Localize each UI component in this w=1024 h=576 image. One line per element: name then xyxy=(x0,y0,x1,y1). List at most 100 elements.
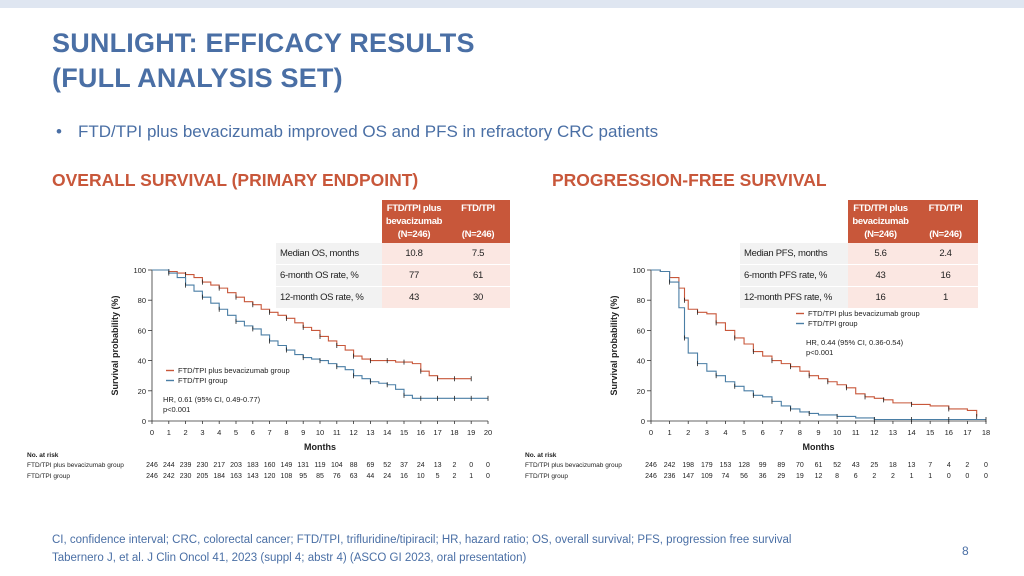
pfs-at-risk-value: 0 xyxy=(947,473,951,480)
pfs-x-tick-label: 8 xyxy=(798,428,802,437)
pfs-y-axis-label: Survival probability (%) xyxy=(609,295,619,395)
os-at-risk-value: 1 xyxy=(469,473,473,480)
os-at-risk-value: 0 xyxy=(486,462,490,469)
os-at-risk-value: 230 xyxy=(197,462,209,469)
os-at-risk-value: 24 xyxy=(383,473,391,480)
os-at-risk-header: No. at risk xyxy=(27,452,59,459)
os-x-tick-label: 3 xyxy=(200,428,204,437)
os-at-risk-value: 37 xyxy=(400,462,408,469)
os-col-mono: FTD/TPI (N=246) xyxy=(446,200,510,243)
os-at-risk-value: 0 xyxy=(469,462,473,469)
os-section-title: OVERALL SURVIVAL (PRIMARY ENDPOINT) xyxy=(52,170,419,190)
pfs-at-risk-value: 109 xyxy=(701,473,713,480)
os-at-risk-value: 95 xyxy=(299,473,307,480)
pfs-at-risk-value: 0 xyxy=(984,473,988,480)
pfs-at-risk-value: 29 xyxy=(777,473,785,480)
os-x-tick-label: 18 xyxy=(450,428,458,437)
os-y-tick-label: 40 xyxy=(138,357,146,366)
os-x-tick-label: 8 xyxy=(284,428,288,437)
pfs-at-risk-value: 89 xyxy=(777,462,785,469)
os-y-tick-label: 60 xyxy=(138,326,146,335)
os-y-tick-label: 100 xyxy=(133,266,146,275)
os-at-risk-value: 10 xyxy=(417,473,425,480)
pfs-at-risk-value: 0 xyxy=(965,473,969,480)
pfs-x-tick-label: 9 xyxy=(816,428,820,437)
os-x-tick-label: 2 xyxy=(184,428,188,437)
os-at-risk-value: 63 xyxy=(350,473,358,480)
pfs-at-risk-label: FTD/TPI plus bevacizumab group xyxy=(525,462,622,469)
os-x-axis-label: Months xyxy=(304,442,336,452)
pfs-x-tick-label: 15 xyxy=(926,428,934,437)
os-y-tick-label: 0 xyxy=(142,417,146,426)
pfs-x-tick-label: 7 xyxy=(779,428,783,437)
pfs-at-risk-value: 4 xyxy=(947,462,951,469)
page-number: 8 xyxy=(962,544,969,558)
pfs-x-tick-label: 1 xyxy=(668,428,672,437)
os-x-tick-label: 11 xyxy=(333,428,341,437)
pfs-at-risk-value: 198 xyxy=(682,462,694,469)
pfs-section-title: PROGRESSION-FREE SURVIVAL xyxy=(552,170,827,190)
os-x-tick-label: 14 xyxy=(383,428,391,437)
os-at-risk-value: 5 xyxy=(436,473,440,480)
os-at-risk-label: FTD/TPI plus bevacizumab group xyxy=(27,462,124,469)
pfs-x-tick-label: 10 xyxy=(833,428,841,437)
pfs-at-risk-value: 179 xyxy=(701,462,713,469)
bullet-point: • FTD/TPI plus bevacizumab improved OS an… xyxy=(56,122,658,142)
pfs-at-risk-value: 153 xyxy=(720,462,732,469)
pfs-at-risk-value: 13 xyxy=(908,462,916,469)
os-at-risk-value: 149 xyxy=(281,462,293,469)
os-at-risk-value: 119 xyxy=(314,462,325,469)
pfs-at-risk-value: 246 xyxy=(645,462,657,469)
os-at-risk-value: 24 xyxy=(417,462,425,469)
os-x-tick-label: 20 xyxy=(484,428,492,437)
table-row: 12-month OS rate, % 43 30 xyxy=(276,286,510,309)
pfs-at-risk-value: 6 xyxy=(854,473,858,480)
os-at-risk-value: 246 xyxy=(146,462,158,469)
pfs-x-tick-label: 14 xyxy=(907,428,915,437)
os-at-risk-value: 69 xyxy=(367,462,375,469)
pfs-x-tick-label: 2 xyxy=(686,428,690,437)
pfs-at-risk-value: 128 xyxy=(738,462,750,469)
table-row: Median OS, months 10.8 7.5 xyxy=(276,243,510,265)
os-x-tick-label: 7 xyxy=(268,428,272,437)
os-at-risk-value: 203 xyxy=(230,462,242,469)
os-at-risk-value: 217 xyxy=(213,462,225,469)
os-x-tick-label: 6 xyxy=(251,428,255,437)
os-at-risk-value: 163 xyxy=(230,473,242,480)
pfs-y-tick-label: 100 xyxy=(632,266,645,275)
os-y-tick-label: 80 xyxy=(138,296,146,305)
pfs-x-tick-label: 3 xyxy=(705,428,709,437)
os-at-risk-value: 52 xyxy=(383,462,391,469)
os-legend-label: FTD/TPI group xyxy=(178,376,228,385)
os-at-risk-value: 0 xyxy=(486,473,490,480)
os-at-risk-value: 104 xyxy=(331,462,343,469)
os-at-risk-value: 183 xyxy=(247,462,259,469)
os-series-combo-line xyxy=(152,269,472,380)
pfs-at-risk-value: 2 xyxy=(872,473,876,480)
os-at-risk-value: 160 xyxy=(264,462,276,469)
pfs-x-tick-label: 11 xyxy=(852,428,860,437)
pfs-col-combo: FTD/TPI plus bevacizumab (N=246) xyxy=(848,200,913,243)
pfs-at-risk-value: 0 xyxy=(984,462,988,469)
os-at-risk-value: 239 xyxy=(180,462,192,469)
pfs-x-tick-label: 0 xyxy=(649,428,653,437)
pfs-at-risk-value: 8 xyxy=(835,473,839,480)
pfs-at-risk-value: 12 xyxy=(815,473,823,480)
os-x-tick-label: 15 xyxy=(400,428,408,437)
os-at-risk-value: 76 xyxy=(333,473,341,480)
os-x-tick-label: 9 xyxy=(301,428,305,437)
pfs-at-risk-value: 99 xyxy=(759,462,767,469)
os-at-risk-value: 85 xyxy=(316,473,324,480)
os-x-tick-label: 4 xyxy=(217,428,221,437)
os-at-risk-value: 2 xyxy=(452,473,456,480)
os-at-risk-value: 2 xyxy=(452,462,456,469)
pfs-at-risk-value: 43 xyxy=(852,462,860,469)
pfs-at-risk-value: 1 xyxy=(928,473,932,480)
pfs-at-risk-value: 236 xyxy=(664,473,676,480)
os-y-tick-label: 20 xyxy=(138,387,146,396)
pfs-x-tick-label: 6 xyxy=(761,428,765,437)
pfs-at-risk-value: 70 xyxy=(796,462,804,469)
os-at-risk-value: 184 xyxy=(213,473,225,480)
pfs-at-risk-value: 147 xyxy=(682,473,694,480)
pfs-at-risk-value: 52 xyxy=(833,462,841,469)
